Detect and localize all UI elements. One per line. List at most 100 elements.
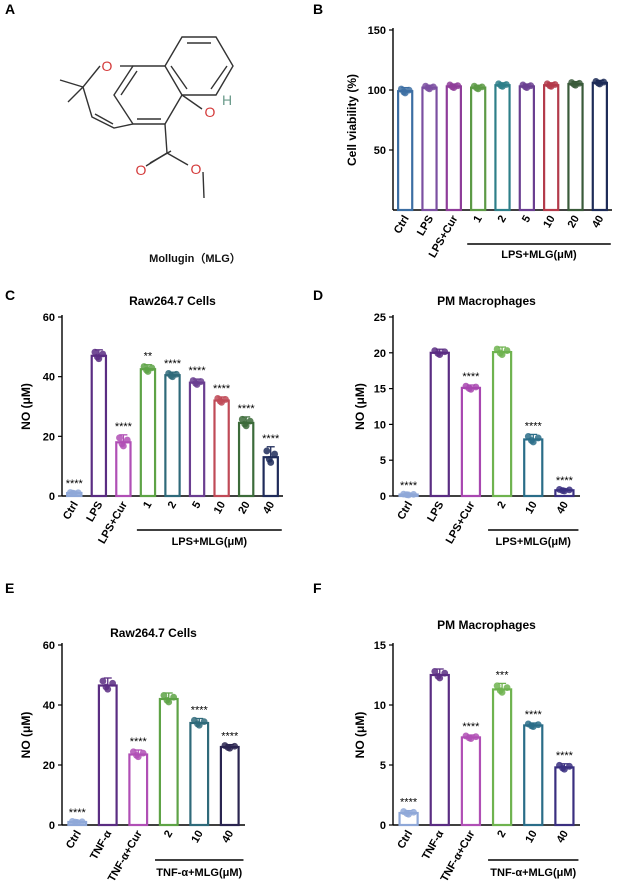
chart-title: Raw264.7 Cells [110,626,197,640]
bar [543,84,560,212]
category-label: 40 [554,500,571,517]
chart-title: Raw264.7 Cells [129,294,216,308]
group-label: LPS+MLG(μM) [496,536,572,548]
bar [518,85,535,212]
bar [237,421,255,498]
data-point [434,672,442,680]
group-label: LPS+MLG(μM) [501,249,577,261]
chart-title: PM Macrophages [437,294,536,308]
bar [470,86,487,212]
category-label: 40 [220,829,237,846]
group-label: TNF-α+MLG(μM) [490,867,576,879]
data-point [410,808,417,816]
group-label: TNF-α+MLG(μM) [156,867,242,879]
bar [97,684,118,827]
y-axis-label: NO (μM) [19,712,33,759]
bar [460,736,482,827]
data-point [559,764,567,772]
panel-letter-e: E [5,580,14,596]
bar [523,438,544,498]
y-axis-label: NO (μM) [19,383,33,430]
category-label: Ctrl [395,829,415,851]
atom-o-ring: O [102,58,113,74]
data-point [123,436,131,444]
data-point [551,81,559,88]
y-tick-label: 0 [380,820,386,832]
category-label: 10 [189,829,206,846]
category-label: 20 [236,500,253,517]
significance-label: ** [144,351,153,363]
category-label: LPS+Cur [444,499,478,546]
y-tick-label: 15 [374,640,386,652]
category-label: Ctrl [395,500,415,522]
bar [128,753,149,827]
data-point [472,383,480,391]
significance-label: **** [213,383,231,395]
data-point [224,744,232,751]
bar [554,766,575,827]
bar [591,81,608,212]
category-label: 2 [495,829,508,840]
data-point [528,437,535,444]
bar [115,441,132,498]
data-point [441,669,449,677]
significance-label: **** [556,750,574,762]
data-point [72,818,79,826]
significance-label: **** [556,475,574,487]
data-point [271,450,279,458]
bar [213,399,230,498]
category-label: 2 [495,500,508,511]
data-point [441,348,449,356]
significance-label: **** [462,371,480,383]
bar [189,721,210,827]
category-label: 1 [141,500,154,511]
data-point [478,83,486,91]
category-label: 5 [190,500,203,511]
significance-label: **** [400,797,418,809]
data-point [575,79,583,87]
y-tick-label: 20 [43,760,55,772]
panel-letter-f: F [313,580,322,596]
data-point [496,687,504,694]
data-point [465,734,473,742]
data-point [565,486,573,494]
data-point [78,818,86,826]
data-point [231,742,239,750]
bar [219,745,240,827]
significance-label: **** [191,705,209,717]
data-point [424,84,432,92]
category-label: LPS [425,500,446,525]
bar [494,84,511,212]
significance-label: **** [188,365,206,377]
significance-label: **** [262,433,280,445]
y-tick-label: 25 [374,312,386,324]
y-axis-label: Cell viability (%) [345,74,359,166]
significance-label: **** [130,736,148,748]
y-tick-label: 5 [380,760,386,772]
category-label: Ctrl [61,500,81,522]
data-point [139,749,147,757]
category-label: 10 [523,829,540,846]
atom-o-ester: O [191,161,202,177]
data-point [528,722,535,730]
compound-caption: Mollugin（MLG） [149,252,241,265]
significance-label: **** [462,721,480,733]
data-point [405,86,413,94]
data-point [94,353,101,361]
data-point [403,491,411,499]
data-point [454,82,462,90]
y-tick-label: 5 [380,455,386,467]
y-tick-label: 20 [374,348,386,360]
data-point [192,379,200,387]
y-tick-label: 60 [43,312,55,324]
category-label: LPS [415,214,436,239]
bar [188,381,206,498]
significance-label: *** [496,669,510,681]
data-point [200,718,208,726]
category-label: 20 [566,214,583,231]
category-label: 10 [523,500,540,517]
